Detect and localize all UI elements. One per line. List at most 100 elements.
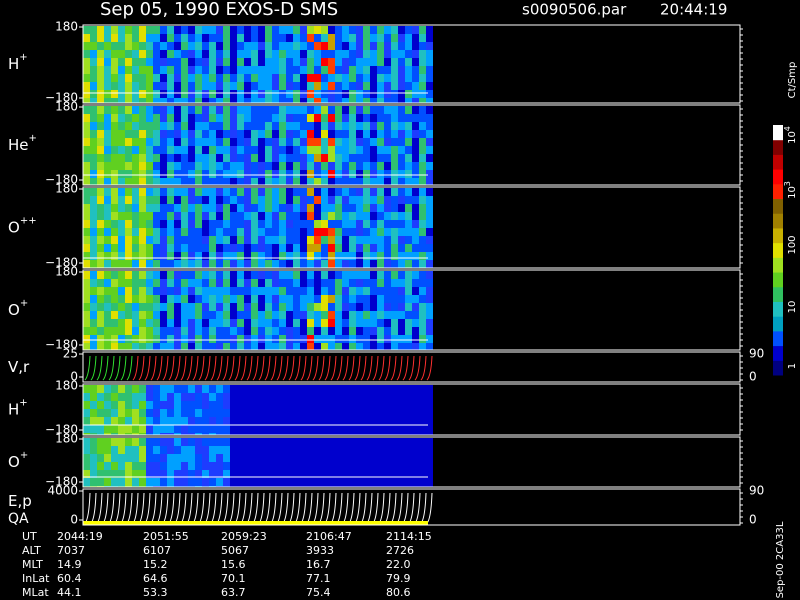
spectrogram-cell <box>335 311 342 319</box>
spectrogram-cell <box>349 130 356 138</box>
spectrogram-cell <box>153 433 160 435</box>
spectrogram-cell <box>300 130 307 138</box>
spectrogram-cell <box>174 446 181 454</box>
spectrogram-cell <box>216 154 223 162</box>
spectrogram-cell <box>83 204 90 212</box>
spectrogram-cell <box>286 162 293 170</box>
spectrogram-cell <box>132 343 139 350</box>
spectrogram-cell <box>146 204 153 212</box>
spectrogram-cell <box>370 343 377 350</box>
spectrogram-cell <box>230 454 237 462</box>
spectrogram-cell <box>377 154 384 162</box>
spectrogram-cell <box>188 106 195 114</box>
sweep-curve <box>204 355 211 381</box>
spectrogram-cell <box>377 271 384 279</box>
spectrogram-cell <box>328 74 335 82</box>
spectrogram-cell <box>314 470 321 478</box>
spectrogram-cell <box>160 146 167 154</box>
spectrogram-cell <box>174 66 181 74</box>
spectrogram-cell <box>139 401 146 409</box>
colorbar-cell <box>773 242 783 258</box>
spectrogram-cell <box>321 82 328 90</box>
spectrogram-cell <box>83 417 90 425</box>
spectrogram-cell <box>265 343 272 350</box>
spectrogram-cell <box>272 343 279 350</box>
spectrogram-cell <box>398 343 405 350</box>
spectrogram-cell <box>237 188 244 196</box>
spectrogram-cell <box>209 401 216 409</box>
spectrogram-cell <box>90 478 97 486</box>
label-text: O <box>8 218 20 236</box>
spectrogram-cell <box>265 438 272 446</box>
sweep-curve <box>390 355 397 381</box>
spectrogram-cell <box>181 154 188 162</box>
spectrogram-cell <box>286 178 293 185</box>
spectrogram-cell <box>202 409 209 417</box>
spectrogram-cell <box>174 409 181 417</box>
spectrogram-cell <box>384 154 391 162</box>
spectrogram-cell <box>363 220 370 228</box>
spectrogram-cell <box>321 385 328 393</box>
spectrogram-cell <box>342 417 349 425</box>
spectrogram-cell <box>188 401 195 409</box>
spectrogram-cell <box>258 42 265 50</box>
spectrogram-cell <box>97 462 104 470</box>
spectrogram-cell <box>328 220 335 228</box>
spectrogram-cell <box>209 478 216 486</box>
spectrogram-cell <box>293 106 300 114</box>
spectrogram-cell <box>356 178 363 185</box>
spectrogram-cell <box>286 204 293 212</box>
spectrogram-cell <box>328 260 335 268</box>
spectrogram-cell <box>398 385 405 393</box>
spectrogram-cell <box>139 409 146 417</box>
spectrogram-cell <box>153 138 160 146</box>
spectrogram-cell <box>377 74 384 82</box>
spectrogram-cell <box>335 42 342 50</box>
spectrogram-cell <box>391 393 398 401</box>
spectrogram-cell <box>202 114 209 122</box>
spectrogram-cell <box>160 90 167 98</box>
sweep-curve <box>216 492 223 524</box>
spectrogram-cell <box>426 417 433 425</box>
spectrogram-cell <box>118 417 125 425</box>
spectrogram-cell <box>307 122 314 130</box>
spectrogram-cell <box>370 260 377 268</box>
spectrogram-cell <box>321 425 328 433</box>
spectrogram-cell <box>405 335 412 343</box>
spectrogram-cell <box>174 90 181 98</box>
spectrogram-cell <box>300 66 307 74</box>
spectrogram-cell <box>300 212 307 220</box>
spectrogram-cell <box>188 446 195 454</box>
spectrogram-cell <box>398 319 405 327</box>
spectrogram-cell <box>265 122 272 130</box>
spectrogram-cell <box>356 212 363 220</box>
colorbar-label: 104 <box>783 126 799 144</box>
spectrogram-cell <box>279 122 286 130</box>
spectrogram-cell <box>356 409 363 417</box>
spectrogram-cell <box>251 170 258 178</box>
spectrogram-cell <box>174 470 181 478</box>
spectrogram-cell <box>356 433 363 435</box>
spectrogram-cell <box>139 446 146 454</box>
spectrogram-cell <box>181 82 188 90</box>
spectrogram-cell <box>202 319 209 327</box>
spectrogram-cell <box>188 343 195 350</box>
sweep-curve <box>408 355 415 381</box>
spectrogram-cell <box>293 438 300 446</box>
spectrogram-cell <box>188 287 195 295</box>
spectrogram-cell <box>146 311 153 319</box>
sweep-curve <box>84 355 91 381</box>
spectrogram-cell <box>237 122 244 130</box>
spectrogram-cell <box>356 438 363 446</box>
spectrogram-cell <box>412 114 419 122</box>
spectrogram-cell <box>321 409 328 417</box>
spectrogram-cell <box>300 438 307 446</box>
spectrogram-cell <box>125 438 132 446</box>
spectrogram-cell <box>153 26 160 34</box>
spectrogram-cell <box>216 114 223 122</box>
spectrogram-cell <box>342 34 349 42</box>
spectrogram-cell <box>293 417 300 425</box>
spectrogram-cell <box>174 252 181 260</box>
panel-frame <box>82 351 741 383</box>
spectrogram-cell <box>419 122 426 130</box>
